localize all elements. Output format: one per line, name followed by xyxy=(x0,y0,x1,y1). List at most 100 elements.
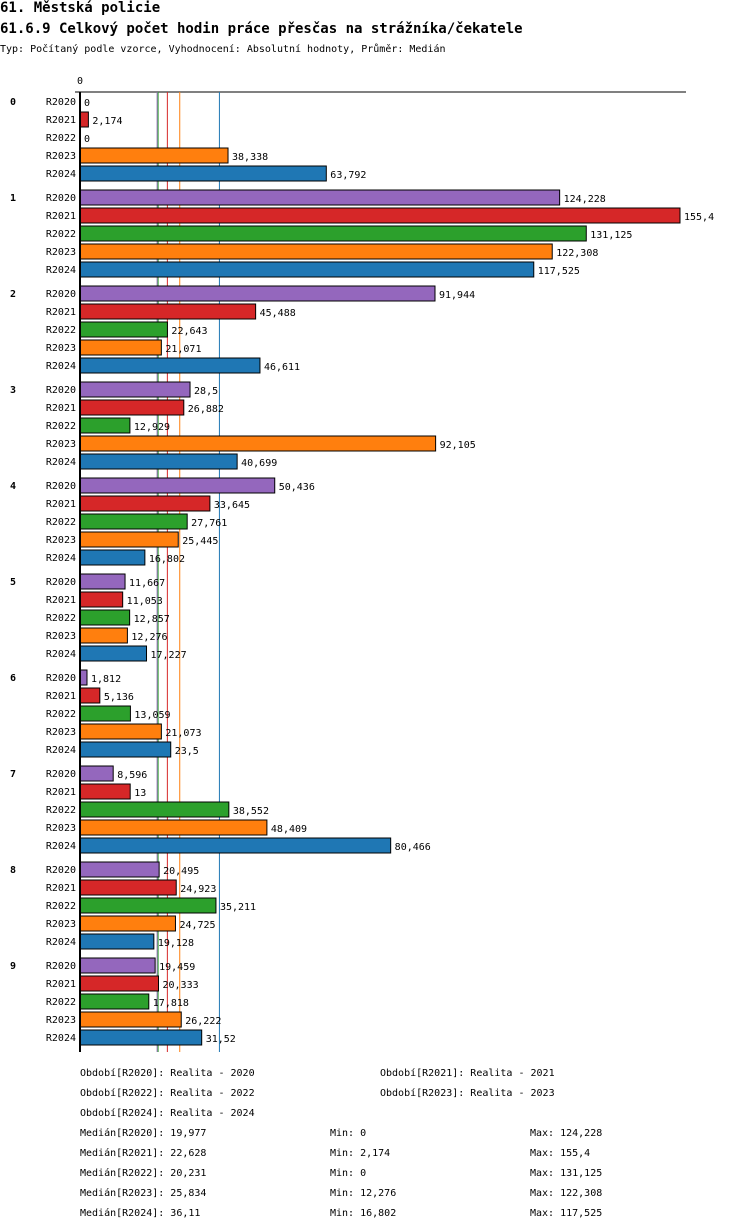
series-label: R2022 xyxy=(46,901,76,912)
bar xyxy=(79,933,155,950)
data-label: 23,5 xyxy=(175,746,199,757)
legend-period: Období[R2024]: Realita - 2024 xyxy=(80,1108,255,1119)
category-label: 5 xyxy=(10,577,16,588)
data-label: 92,105 xyxy=(440,440,476,451)
bar xyxy=(79,801,230,818)
series-label: R2020 xyxy=(46,577,76,588)
series-label: R2020 xyxy=(46,193,76,204)
bar xyxy=(79,285,436,302)
bar xyxy=(79,879,177,896)
series-label: R2023 xyxy=(46,631,76,642)
data-label: 0 xyxy=(84,134,90,145)
legend-median: Medián[R2024]: 36,11 xyxy=(80,1208,201,1219)
x-tick-label: 0 xyxy=(77,76,83,87)
series-label: R2021 xyxy=(46,115,76,126)
series-label: R2023 xyxy=(46,1015,76,1026)
bar xyxy=(79,861,160,878)
data-label: 33,645 xyxy=(214,500,250,511)
bar xyxy=(79,453,238,470)
series-label: R2024 xyxy=(46,841,76,852)
legend-period: Období[R2022]: Realita - 2022 xyxy=(80,1088,255,1099)
bar xyxy=(79,573,126,590)
data-label: 21,073 xyxy=(165,728,201,739)
category-label: 4 xyxy=(10,481,16,492)
legend-max: Max: 155,4 xyxy=(530,1148,591,1159)
series-label: R2023 xyxy=(46,343,76,354)
data-label: 31,52 xyxy=(206,1034,236,1045)
series-label: R2020 xyxy=(46,769,76,780)
series-label: R2021 xyxy=(46,403,76,414)
series-label: R2023 xyxy=(46,439,76,450)
data-label: 11,053 xyxy=(127,596,163,607)
legend-median: Medián[R2021]: 22,628 xyxy=(80,1148,207,1159)
legend-min: Min: 0 xyxy=(330,1128,367,1139)
bar xyxy=(79,783,131,800)
bar xyxy=(79,111,89,128)
bar xyxy=(79,915,176,932)
legend-max: Max: 124,228 xyxy=(530,1128,603,1139)
bar xyxy=(79,765,114,782)
series-label: R2022 xyxy=(46,325,76,336)
legend-max: Max: 122,308 xyxy=(530,1188,603,1199)
data-label: 12,929 xyxy=(134,422,170,433)
bar xyxy=(79,381,191,398)
data-label: 17,818 xyxy=(153,998,189,1009)
legend-period: Období[R2020]: Realita - 2020 xyxy=(80,1068,255,1079)
series-label: R2024 xyxy=(46,1033,76,1044)
series-label: R2022 xyxy=(46,709,76,720)
bar xyxy=(79,627,128,644)
data-label: 122,308 xyxy=(556,248,598,259)
data-label: 38,338 xyxy=(232,152,268,163)
series-label: R2021 xyxy=(46,499,76,510)
data-label: 25,445 xyxy=(182,536,218,547)
series-label: R2021 xyxy=(46,595,76,606)
series-label: R2024 xyxy=(46,169,76,180)
series-label: R2021 xyxy=(46,883,76,894)
bar xyxy=(79,1029,203,1046)
chart-title: 61.6.9 Celkový počet hodin práce přesčas… xyxy=(0,21,523,37)
legend-min: Min: 0 xyxy=(330,1168,367,1179)
bar xyxy=(79,1011,182,1028)
category-label: 6 xyxy=(10,673,16,684)
section-title: 61. Městská policie xyxy=(0,0,161,16)
bar xyxy=(79,399,185,416)
data-label: 131,125 xyxy=(590,230,632,241)
bar xyxy=(79,837,392,854)
series-label: R2023 xyxy=(46,535,76,546)
legend-median: Medián[R2020]: 19,977 xyxy=(80,1128,207,1139)
bar xyxy=(79,609,131,626)
bar xyxy=(79,417,131,434)
data-label: 38,552 xyxy=(233,806,269,817)
data-label: 24,923 xyxy=(180,884,216,895)
data-label: 27,761 xyxy=(191,518,227,529)
legend-min: Min: 16,802 xyxy=(330,1208,397,1219)
category-label: 8 xyxy=(10,865,16,876)
bar xyxy=(79,669,88,686)
category-label: 9 xyxy=(10,961,16,972)
bar xyxy=(79,495,211,512)
category-label: 1 xyxy=(10,193,16,204)
bar xyxy=(79,687,101,704)
data-label: 91,944 xyxy=(439,290,475,301)
series-label: R2021 xyxy=(46,307,76,318)
bar xyxy=(79,897,217,914)
series-label: R2021 xyxy=(46,787,76,798)
bar xyxy=(79,261,535,278)
bar xyxy=(79,147,229,164)
series-label: R2020 xyxy=(46,865,76,876)
series-label: R2024 xyxy=(46,553,76,564)
chart-subtitle: Typ: Počítaný podle vzorce, Vyhodnocení:… xyxy=(0,44,446,55)
bar xyxy=(79,339,162,356)
series-label: R2024 xyxy=(46,745,76,756)
legend-min: Min: 12,276 xyxy=(330,1188,397,1199)
series-label: R2023 xyxy=(46,151,76,162)
data-label: 46,611 xyxy=(264,362,300,373)
bar xyxy=(79,549,146,566)
series-label: R2020 xyxy=(46,97,76,108)
series-label: R2022 xyxy=(46,421,76,432)
series-label: R2020 xyxy=(46,289,76,300)
legend-median: Medián[R2022]: 20,231 xyxy=(80,1168,207,1179)
series-label: R2022 xyxy=(46,517,76,528)
data-label: 13 xyxy=(134,788,146,799)
data-label: 45,488 xyxy=(260,308,296,319)
